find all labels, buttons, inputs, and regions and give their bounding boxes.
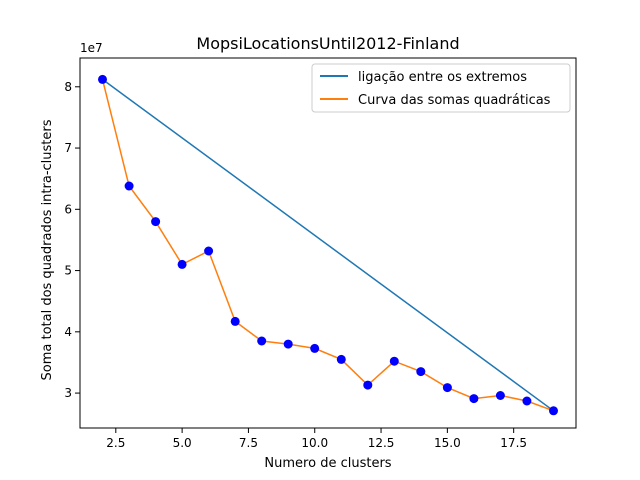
y-offset-label: 1e7 [80,41,103,55]
legend: ligação entre os extremos Curva das soma… [311,63,571,113]
data-point-16 [469,394,479,404]
data-point-12 [363,380,373,390]
x-axis-label: Numero de clusters [264,456,391,471]
x-tick-label: 5.0 [173,436,192,450]
y-axis-label: Soma total dos quadrados intra-clusters [40,119,55,380]
x-tick-label: 10.0 [301,436,328,450]
plot-frame [79,57,577,429]
data-point-7 [230,316,240,326]
data-point-11 [336,354,346,364]
x-tick-label: 12.5 [368,436,395,450]
data-point-3 [124,181,134,191]
data-point-10 [310,343,320,353]
y-tick-label: 7 [64,141,72,155]
legend-label-curve: Curva das somas quadráticas [358,93,551,108]
data-point-14 [416,367,426,377]
data-point-19 [549,406,558,416]
data-point-15 [442,383,452,393]
data-point-4 [151,217,161,227]
x-tick-label: 17.5 [500,436,527,450]
x-tick-label: 2.5 [106,436,125,450]
data-point-9 [283,339,293,349]
legend-box [311,63,571,113]
y-tick-label: 4 [64,325,72,339]
x-tick-label: 15.0 [434,436,461,450]
data-point-8 [257,336,267,346]
y-tick-label: 8 [64,80,72,94]
legend-label-extremes: ligação entre os extremos [358,70,527,85]
y-tick-label: 3 [64,386,72,400]
data-point-2 [98,74,107,84]
data-point-17 [495,391,505,400]
x-tick-label: 7.5 [239,436,258,450]
chart-title: MopsiLocationsUntil2012-Finland [196,34,459,53]
data-point-6 [204,246,214,256]
y-tick-label: 6 [64,202,72,216]
series-layer [98,74,558,416]
ticks-layer: 2.5 5.0 7.5 10.0 12.5 15.0 17.5 3 4 5 6 7 8 [64,80,527,450]
y-tick-label: 5 [64,264,72,278]
data-point-18 [522,396,532,406]
data-point-5 [177,259,187,269]
data-point-13 [389,356,399,366]
series-line-1 [102,78,554,412]
